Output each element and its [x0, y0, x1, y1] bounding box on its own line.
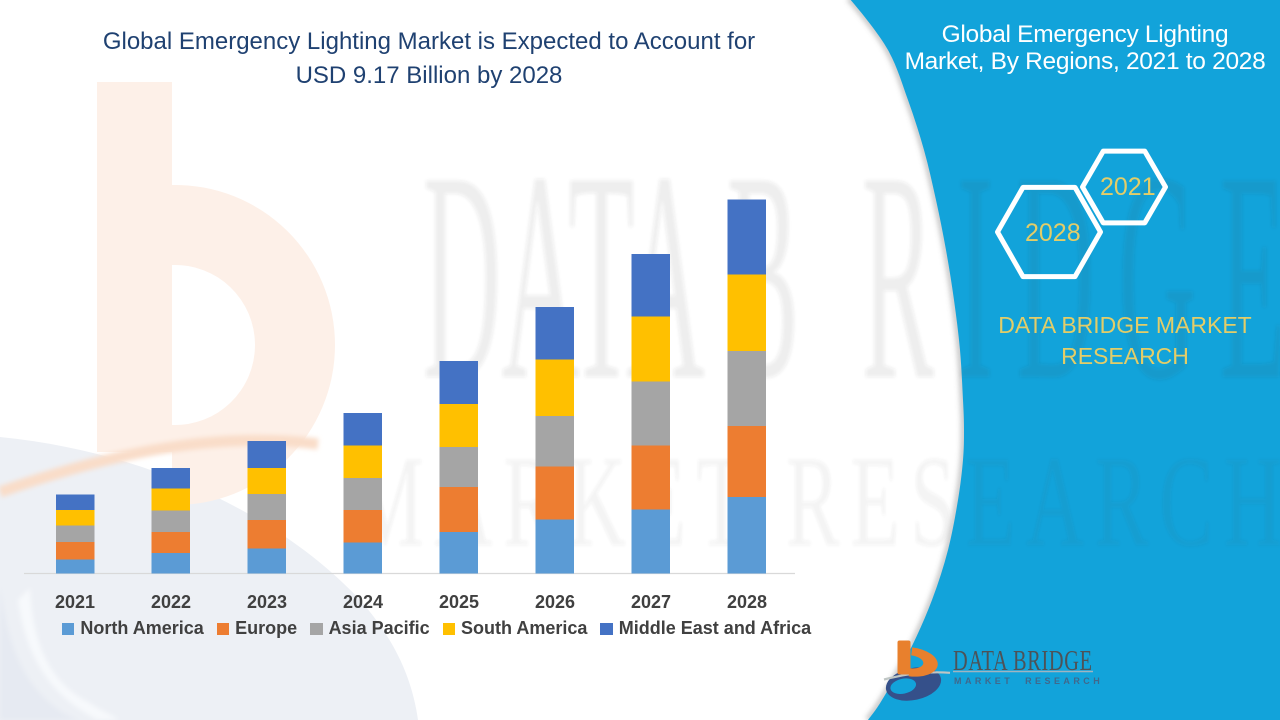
- svg-text:MARKET RESEARCH: MARKET RESEARCH: [352, 431, 1280, 574]
